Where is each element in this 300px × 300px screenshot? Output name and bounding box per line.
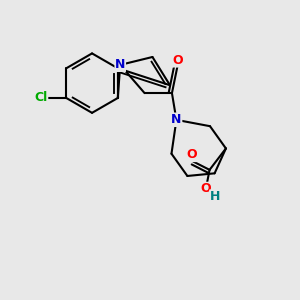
Text: H: H	[210, 190, 220, 203]
Text: O: O	[172, 54, 183, 67]
Text: O: O	[186, 148, 197, 161]
Text: Cl: Cl	[34, 92, 48, 104]
Text: N: N	[171, 113, 182, 126]
Text: O: O	[201, 182, 211, 195]
Text: N: N	[115, 58, 125, 71]
Text: N: N	[171, 113, 182, 126]
